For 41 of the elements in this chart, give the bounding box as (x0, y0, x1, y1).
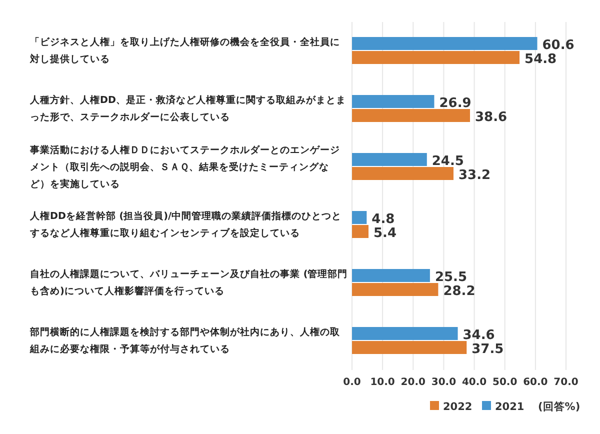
data-label: 60.6 (542, 38, 574, 53)
text: 20.0 (400, 377, 426, 388)
bar (352, 153, 427, 166)
bar (352, 211, 367, 224)
text: 70.0 (554, 377, 578, 388)
legend-label: 2022 (443, 401, 472, 413)
data-label: 38.6 (475, 110, 508, 125)
bar (352, 327, 458, 340)
text: 30.0 (431, 377, 456, 388)
data-label: 33.2 (458, 168, 491, 183)
y-tick-label: 人権DDを経営幹部 (担当役員)/中間管理職の業績評価指標のひとつとするなど人権尊重に取り組むインセンティブを設定している (30, 210, 343, 241)
text: 40.0 (462, 377, 487, 388)
legend-label: 2021 (495, 401, 524, 413)
y-tick-label: 事業活動における人権ＤＤにおいてステークホルダーとのエンゲージメント（取引先への説明会、ＳＡＱ、結果を受けたミーティングなど）を実施している (30, 144, 341, 192)
bar (352, 51, 520, 64)
y-tick-label: 部門横断的に人権課題を検討する部門や体制が社内にあり、人権の取組みに必要な権限・予算等が付与されている (30, 326, 341, 357)
bar (352, 225, 369, 238)
data-label: 54.8 (524, 52, 557, 67)
text: 10.0 (370, 377, 395, 388)
bar (352, 167, 454, 180)
text: 0.0 (343, 377, 361, 388)
data-label: 25.5 (434, 270, 468, 285)
data-label: 5.4 (374, 226, 397, 241)
y-tick-label: 自社の人権課題について、バリューチェーン及び自社の事業 (管理部門も含め)について人権影響評価を行っている (30, 268, 348, 299)
bar (352, 269, 430, 282)
data-label: 24.5 (432, 154, 464, 169)
y-tick-label: 人種方針、人権DD、是正・救済など人権尊重に関する取組みがまとまった形で、ステークホルダーに公表している (30, 94, 347, 125)
y-tick-label: 「ビジネスと人権」を取り上げた人権研修の機会を全役員・全社員に対し提供している (30, 36, 341, 67)
data-label: 4.8 (372, 212, 395, 227)
text: 60.0 (523, 377, 548, 388)
data-label: 26.9 (439, 96, 472, 111)
data-label: 37.5 (472, 342, 504, 357)
bar (352, 341, 467, 354)
text: 50.0 (492, 377, 518, 388)
bar (352, 109, 470, 122)
bar (352, 95, 434, 108)
text: (回答%) (538, 400, 580, 413)
bar (352, 37, 538, 50)
data-label: 28.2 (443, 284, 476, 299)
data-label: 34.6 (462, 328, 495, 343)
bar (352, 283, 438, 296)
